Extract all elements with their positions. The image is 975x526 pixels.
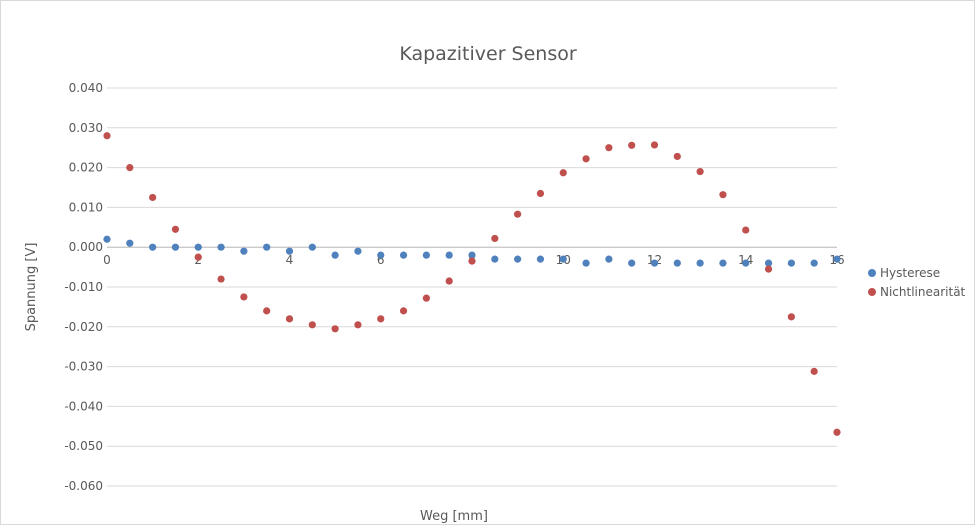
data-point — [742, 226, 750, 234]
y-tick-label: -0.060 — [64, 479, 103, 493]
x-axis-label: Weg [mm] — [420, 509, 488, 524]
y-tick-label: -0.040 — [64, 399, 103, 413]
legend: Hysterese Nichtlinearität — [868, 266, 966, 299]
data-point — [536, 189, 545, 198]
data-point — [650, 259, 659, 267]
data-point — [354, 247, 362, 255]
data-point — [696, 259, 704, 267]
data-point — [240, 293, 248, 301]
y-tick-labels: 0.040 0.030 0.020 0.010 0.000 -0.010 -0.020 -0.… — [64, 81, 103, 493]
data-point — [628, 141, 636, 149]
data-point — [468, 257, 476, 265]
y-tick-label: 0.010 — [69, 200, 103, 214]
legend-label-hysterese: Hysterese — [880, 266, 940, 280]
data-point — [833, 428, 841, 436]
data-point — [126, 239, 134, 247]
legend-label-nichtlinearitaet: Nichtlinearität — [880, 285, 966, 299]
data-point — [285, 315, 294, 323]
x-tick-label: 4 — [286, 253, 294, 267]
data-point — [149, 193, 157, 202]
data-point — [536, 255, 545, 263]
data-point — [810, 259, 818, 267]
data-point — [149, 243, 157, 251]
data-point — [194, 253, 202, 261]
data-point — [833, 255, 841, 263]
data-point — [445, 251, 453, 259]
data-point — [126, 164, 134, 172]
data-point — [650, 141, 659, 149]
data-point — [810, 367, 818, 375]
data-point — [171, 243, 180, 251]
data-point — [354, 321, 362, 329]
legend-item-hysterese: Hysterese — [868, 266, 940, 280]
data-point — [491, 255, 499, 263]
data-point — [399, 307, 408, 315]
y-tick-label: -0.020 — [64, 320, 103, 334]
data-point — [605, 255, 613, 263]
data-point — [764, 265, 773, 273]
data-point — [217, 243, 225, 251]
y-tick-label: 0.020 — [69, 161, 103, 175]
y-tick-label: 0.030 — [69, 121, 103, 135]
data-point — [308, 243, 316, 251]
data-point — [263, 307, 271, 315]
data-point — [103, 132, 111, 140]
data-point — [582, 155, 590, 163]
data-point — [673, 152, 681, 161]
data-point — [673, 259, 681, 267]
data-point — [559, 169, 567, 177]
y-axis-label: Spannung [V] — [24, 243, 39, 332]
data-point — [240, 247, 248, 255]
legend-marker-hysterese — [868, 269, 876, 277]
data-point — [514, 210, 522, 218]
data-point — [787, 259, 795, 267]
data-point — [787, 313, 795, 321]
data-point — [559, 255, 567, 263]
x-tick-label: 0 — [103, 253, 111, 267]
gridlines — [107, 87, 837, 487]
data-point — [422, 294, 430, 302]
data-point — [445, 277, 453, 285]
data-point — [491, 234, 499, 243]
series-0 — [103, 235, 841, 267]
data-point — [103, 235, 111, 243]
data-point — [171, 225, 180, 233]
data-point — [377, 315, 385, 323]
data-point — [331, 325, 339, 333]
chart-title: Kapazitiver Sensor — [399, 43, 577, 65]
y-tick-label: 0.040 — [69, 81, 103, 95]
legend-marker-nichtlinearitaet — [868, 288, 876, 296]
data-point — [263, 243, 271, 251]
data-point — [217, 275, 225, 283]
data-point — [194, 243, 202, 251]
data-point — [582, 259, 590, 267]
data-point — [696, 167, 704, 176]
data-point — [399, 251, 408, 259]
data-point — [628, 259, 636, 267]
data-point — [308, 321, 316, 329]
plot-points — [103, 132, 841, 436]
data-point — [331, 251, 339, 259]
data-point — [514, 255, 522, 263]
legend-item-nichtlinearitaet: Nichtlinearität — [868, 285, 966, 299]
x-tick-label: 6 — [377, 253, 385, 267]
y-tick-label: -0.030 — [64, 360, 103, 374]
data-point — [719, 191, 727, 199]
data-point — [468, 251, 476, 259]
y-tick-label: -0.050 — [64, 439, 103, 453]
y-tick-label: 0.000 — [69, 240, 103, 254]
series-1 — [103, 132, 841, 436]
data-point — [742, 259, 750, 267]
data-point — [764, 259, 773, 267]
data-point — [422, 251, 430, 259]
y-tick-label: -0.010 — [64, 280, 103, 294]
data-point — [719, 259, 727, 267]
data-point — [605, 144, 613, 152]
data-point — [377, 251, 385, 259]
data-point — [285, 247, 294, 255]
